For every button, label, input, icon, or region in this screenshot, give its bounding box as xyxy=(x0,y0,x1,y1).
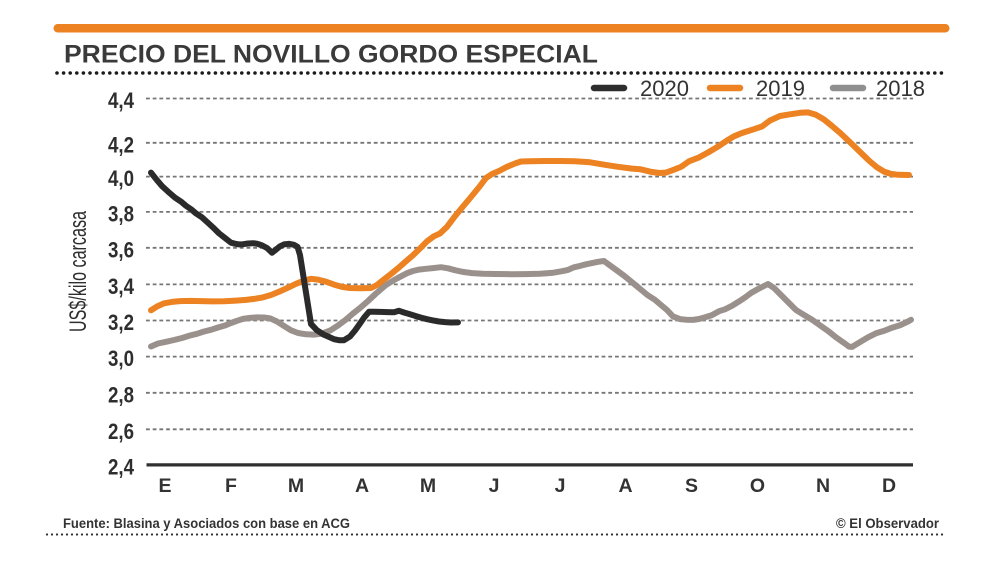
svg-text:PRECIO DEL NOVILLO GORDO ESPEC: PRECIO DEL NOVILLO GORDO ESPECIAL xyxy=(64,41,598,69)
svg-text:M: M xyxy=(288,475,304,497)
svg-text:J: J xyxy=(489,475,500,497)
svg-text:O: O xyxy=(750,475,765,497)
svg-text:2019: 2019 xyxy=(756,76,805,101)
svg-text:2018: 2018 xyxy=(876,76,925,101)
svg-text:2,4: 2,4 xyxy=(108,454,135,479)
svg-text:S: S xyxy=(685,475,698,497)
svg-text:Fuente: Blasina y Asociados co: Fuente: Blasina y Asociados con base en … xyxy=(63,515,350,531)
svg-text:3,8: 3,8 xyxy=(108,201,134,226)
svg-text:2020: 2020 xyxy=(640,76,689,101)
svg-text:US$/kilo carcasa: US$/kilo carcasa xyxy=(65,211,92,332)
svg-text:3,6: 3,6 xyxy=(108,237,134,262)
svg-text:© El Observador: © El Observador xyxy=(836,516,940,531)
svg-text:J: J xyxy=(555,475,566,497)
svg-text:A: A xyxy=(355,475,369,497)
svg-text:3,0: 3,0 xyxy=(108,346,134,371)
svg-text:D: D xyxy=(882,475,896,497)
svg-text:2,6: 2,6 xyxy=(108,419,134,444)
svg-text:2,8: 2,8 xyxy=(108,382,134,407)
svg-text:4,0: 4,0 xyxy=(108,166,134,191)
svg-text:M: M xyxy=(420,475,436,497)
svg-text:A: A xyxy=(618,475,632,497)
svg-text:4,4: 4,4 xyxy=(108,88,135,113)
svg-text:E: E xyxy=(158,475,171,497)
svg-text:N: N xyxy=(816,475,830,497)
svg-text:3,4: 3,4 xyxy=(108,274,135,299)
svg-text:3,2: 3,2 xyxy=(108,310,134,335)
svg-text:F: F xyxy=(225,475,237,497)
svg-text:4,2: 4,2 xyxy=(108,132,134,157)
